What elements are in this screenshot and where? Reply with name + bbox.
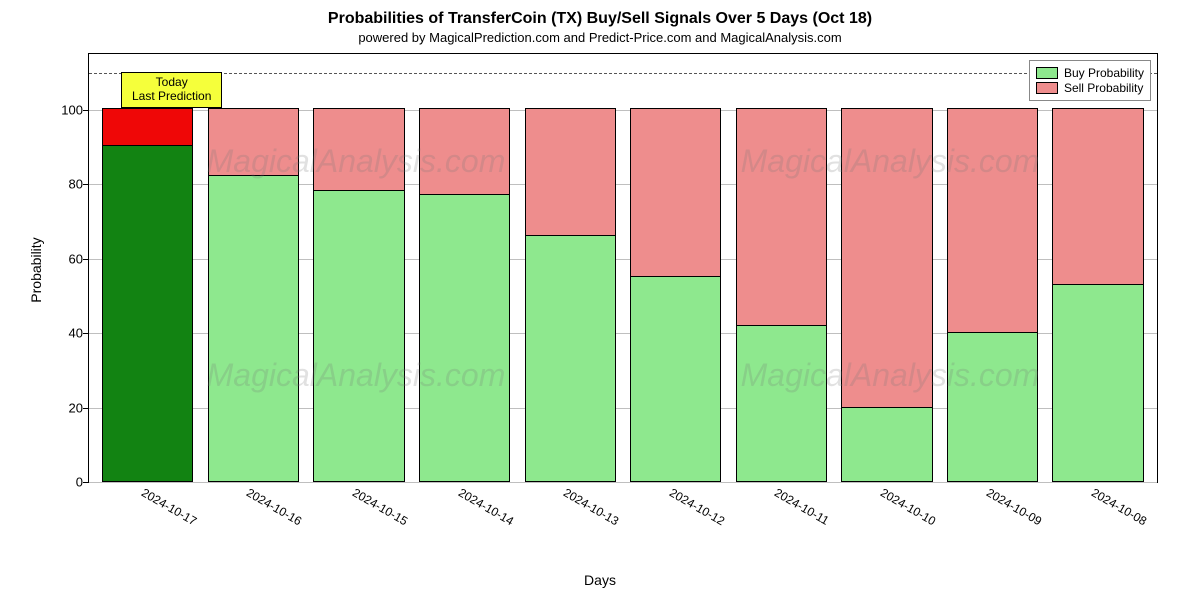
y-tick-mark <box>83 259 89 260</box>
buy-segment <box>525 235 616 482</box>
x-tick-label: 2024-10-13 <box>561 485 621 528</box>
x-tick-label: 2024-10-16 <box>244 485 304 528</box>
legend-swatch-buy <box>1036 67 1058 79</box>
bar <box>102 108 193 482</box>
buy-segment <box>208 175 299 482</box>
legend-swatch-sell <box>1036 82 1058 94</box>
bar-slot: 2024-10-14 <box>416 54 513 482</box>
x-tick-label: 2024-10-12 <box>667 485 727 528</box>
bar-slot: 2024-10-13 <box>522 54 619 482</box>
sell-segment <box>1052 108 1143 284</box>
annotation-line-1: Today <box>132 76 211 90</box>
bar-slot: 2024-10-11 <box>733 54 830 482</box>
y-tick-label: 20 <box>69 400 83 415</box>
bar <box>525 108 616 482</box>
bar <box>841 108 932 482</box>
legend-item-sell: Sell Probability <box>1036 81 1144 95</box>
y-tick-label: 0 <box>76 475 83 490</box>
annotation-line-2: Last Prediction <box>132 90 211 104</box>
buy-segment <box>947 332 1038 482</box>
legend-label-sell: Sell Probability <box>1064 81 1143 95</box>
bars-row: 2024-10-172024-10-162024-10-152024-10-14… <box>89 54 1157 482</box>
buy-segment <box>102 145 193 482</box>
sell-segment <box>630 108 721 276</box>
sell-segment <box>419 108 510 194</box>
buy-segment <box>630 276 721 482</box>
bar <box>208 108 299 482</box>
bar-slot: 2024-10-12 <box>627 54 724 482</box>
y-tick-label: 40 <box>69 326 83 341</box>
bar-slot: 2024-10-10 <box>838 54 935 482</box>
sell-segment <box>947 108 1038 332</box>
y-tick-mark <box>83 333 89 334</box>
bar <box>419 108 510 482</box>
buy-segment <box>419 194 510 482</box>
y-tick-mark <box>83 184 89 185</box>
sell-segment <box>102 108 193 145</box>
bar-slot: 2024-10-15 <box>310 54 407 482</box>
y-tick-mark <box>83 110 89 111</box>
sell-segment <box>525 108 616 235</box>
y-tick-mark <box>83 408 89 409</box>
buy-segment <box>1052 284 1143 482</box>
y-tick-label: 80 <box>69 177 83 192</box>
x-tick-label: 2024-10-10 <box>878 485 938 528</box>
bar <box>736 108 827 482</box>
x-tick-label: 2024-10-08 <box>1089 485 1149 528</box>
bar <box>1052 108 1143 482</box>
bar-slot: 2024-10-08 <box>1050 54 1147 482</box>
sell-segment <box>841 108 932 407</box>
y-tick-label: 60 <box>69 251 83 266</box>
bar <box>630 108 721 482</box>
buy-segment <box>313 190 404 482</box>
gridline <box>89 482 1157 483</box>
sell-segment <box>736 108 827 325</box>
sell-segment <box>208 108 299 175</box>
plot-area: Today Last Prediction Buy Probability Se… <box>88 53 1158 483</box>
sell-segment <box>313 108 404 190</box>
y-tick-label: 100 <box>61 102 83 117</box>
y-axis-label: Probability <box>28 237 44 302</box>
buy-segment <box>736 325 827 482</box>
bar <box>313 108 404 482</box>
today-annotation: Today Last Prediction <box>121 72 222 108</box>
x-tick-label: 2024-10-14 <box>456 485 516 528</box>
chart-subtitle: powered by MagicalPrediction.com and Pre… <box>20 30 1180 45</box>
bar-slot: 2024-10-17 <box>99 54 196 482</box>
legend: Buy Probability Sell Probability <box>1029 60 1151 101</box>
chart-title: Probabilities of TransferCoin (TX) Buy/S… <box>20 10 1180 28</box>
bar-slot: 2024-10-09 <box>944 54 1041 482</box>
x-axis-label: Days <box>20 572 1180 588</box>
buy-segment <box>841 407 932 482</box>
bar-slot: 2024-10-16 <box>205 54 302 482</box>
chart-container: Probabilities of TransferCoin (TX) Buy/S… <box>20 10 1180 590</box>
x-tick-label: 2024-10-09 <box>984 485 1044 528</box>
y-tick-mark <box>83 482 89 483</box>
bar <box>947 108 1038 482</box>
x-tick-label: 2024-10-11 <box>772 485 831 527</box>
x-tick-label: 2024-10-15 <box>350 485 410 528</box>
legend-item-buy: Buy Probability <box>1036 66 1144 80</box>
x-tick-label: 2024-10-17 <box>139 485 199 528</box>
legend-label-buy: Buy Probability <box>1064 66 1144 80</box>
